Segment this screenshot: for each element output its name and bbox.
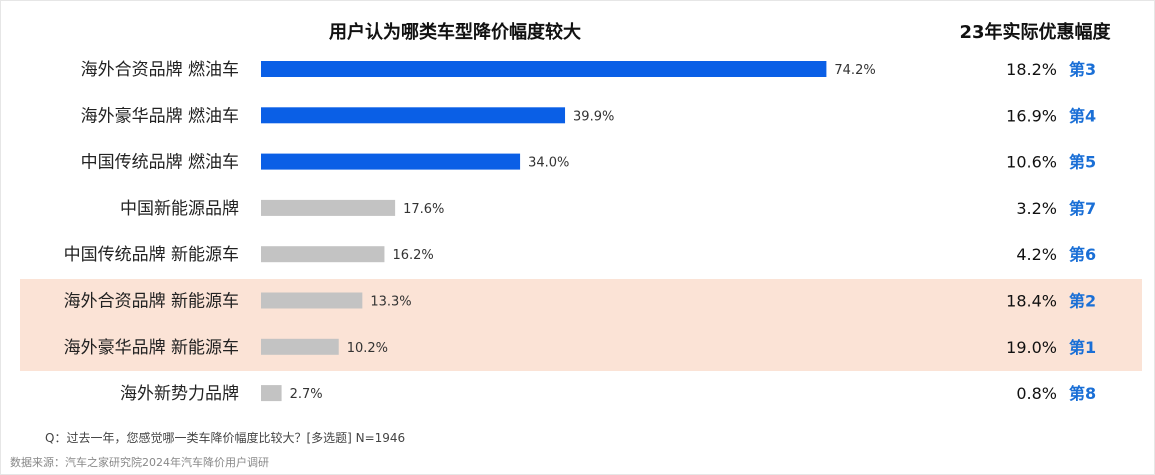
value-label: 13.3% (370, 295, 411, 310)
category-label: 海外合资品牌 燃油车 (81, 60, 239, 80)
category-label: 中国传统品牌 燃油车 (81, 153, 239, 173)
value-label: 74.2% (834, 63, 875, 78)
data-source: 数据来源：汽车之家研究院2024年汽车降价用户调研 (10, 456, 269, 469)
value-label: 34.0% (528, 156, 569, 171)
highlight-band (20, 278, 1142, 372)
category-label: 海外合资品牌 新能源车 (64, 292, 239, 312)
category-label: 中国传统品牌 新能源车 (64, 245, 239, 265)
category-label: 海外豪华品牌 新能源车 (64, 337, 239, 358)
bar (261, 199, 396, 216)
actual-rank-label: 第6 (1069, 245, 1096, 264)
actual-discount-value: 4.2% (1016, 245, 1057, 264)
category-label: 中国新能源品牌 (120, 199, 239, 219)
category-label: 海外豪华品牌 燃油车 (81, 105, 239, 126)
actual-discount-value: 18.4% (1006, 292, 1057, 311)
actual-rank-label: 第1 (1069, 338, 1096, 357)
actual-rank-label: 第2 (1069, 292, 1096, 311)
actual-discount-value: 10.6% (1006, 153, 1057, 172)
bar (261, 338, 339, 355)
bar (261, 385, 282, 402)
value-label: 2.7% (290, 387, 323, 402)
bar (261, 292, 363, 309)
actual-discount-value: 19.0% (1006, 338, 1057, 357)
bar (261, 107, 566, 124)
bar-chart: 海外合资品牌 燃油车 74.2% 18.2% 第3 海外豪华品牌 燃油车 39.9% 16.… (64, 60, 1097, 404)
actual-rank-label: 第4 (1069, 106, 1096, 125)
actual-rank-label: 第7 (1069, 199, 1096, 218)
actual-rank-label: 第8 (1069, 384, 1096, 403)
bar (261, 153, 521, 170)
category-label: 海外新势力品牌 (120, 384, 239, 404)
bar (261, 61, 827, 77)
actual-discount-value: 16.9% (1006, 106, 1057, 125)
value-label: 10.2% (347, 341, 388, 356)
actual-discount-value: 18.2% (1006, 60, 1057, 79)
value-label: 17.6% (403, 202, 444, 217)
actual-rank-label: 第3 (1069, 60, 1096, 79)
value-label: 39.9% (573, 109, 614, 124)
actual-discount-value: 3.2% (1016, 199, 1057, 218)
actual-discount-value: 0.8% (1016, 384, 1057, 403)
actual-rank-label: 第5 (1069, 153, 1096, 172)
actual-discount-title: 23年实际优惠幅度 (959, 22, 1111, 43)
bar (261, 246, 385, 263)
survey-note: Q：过去一年，您感觉哪一类车降价幅度比较大？[多选题] N=1946 (45, 431, 406, 445)
chart-title: 用户认为哪类车型降价幅度较大 (329, 22, 581, 43)
value-label: 16.2% (392, 248, 433, 263)
